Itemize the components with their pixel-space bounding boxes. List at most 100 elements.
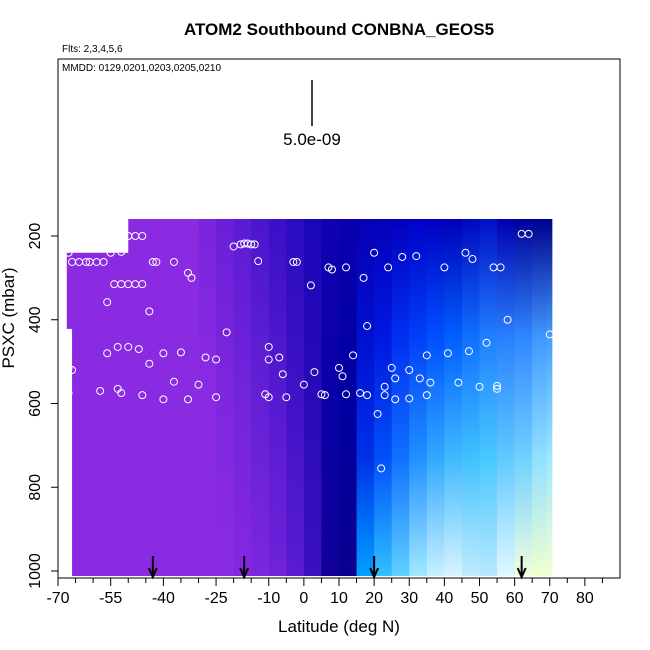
data-point <box>229 242 238 251</box>
heatmap-cell <box>514 219 533 576</box>
data-point <box>187 273 196 282</box>
data-point <box>370 248 379 257</box>
heatmap-cell <box>128 219 199 576</box>
data-point <box>106 248 115 257</box>
data-point <box>145 359 154 368</box>
heatmap-cell <box>497 219 516 576</box>
y-tick-label: 800 <box>27 474 44 501</box>
data-point <box>159 349 168 358</box>
data-point <box>194 380 203 389</box>
x-tick-label: 60 <box>506 590 524 607</box>
data-point <box>338 372 347 381</box>
x-tick-label: -55 <box>99 590 122 607</box>
data-point <box>415 374 424 383</box>
data-point <box>103 349 112 358</box>
x-tick-label: 80 <box>576 590 594 607</box>
data-point <box>320 391 329 400</box>
x-axis-title: Latitude (deg N) <box>278 617 400 636</box>
heatmap-cell <box>479 219 498 576</box>
data-point <box>363 322 372 331</box>
y-axis-title: PSXC (mbar) <box>0 267 18 368</box>
flight-arrow-head <box>147 567 158 580</box>
flights-subtitle: Flts: 2,3,4,5,6 <box>62 44 123 55</box>
x-tick-label: -70 <box>46 590 69 607</box>
heatmap-cell <box>66 252 73 329</box>
data-point <box>545 330 554 339</box>
data-point <box>327 265 336 274</box>
data-point <box>212 355 221 364</box>
data-point <box>359 273 368 282</box>
data-point <box>138 232 147 240</box>
x-tick-label: 0 <box>299 590 308 607</box>
data-point <box>247 240 256 249</box>
data-point <box>159 395 168 404</box>
data-point <box>82 257 91 266</box>
chart-title: ATOM2 Southbound CONBNA_GEOS5 <box>184 20 494 39</box>
data-point <box>222 328 231 337</box>
x-tick-label: 70 <box>541 590 559 607</box>
data-point <box>335 363 343 372</box>
data-point <box>152 257 161 266</box>
data-point <box>461 248 470 257</box>
heatmap-cell <box>233 219 252 576</box>
data-point <box>391 395 400 404</box>
data-point <box>138 280 147 289</box>
data-point <box>117 389 126 398</box>
data-point <box>356 389 365 398</box>
data-point <box>377 464 386 473</box>
arrows-layer <box>147 556 527 580</box>
data-point <box>148 257 157 266</box>
heatmap-layer <box>66 219 553 576</box>
data-point <box>306 281 315 290</box>
flight-arrow-head <box>239 567 250 580</box>
data-point <box>254 257 263 266</box>
x-tick-label: 30 <box>400 590 418 607</box>
heatmap-cell <box>198 219 217 576</box>
data-point <box>292 257 301 266</box>
heatmap-cell <box>251 219 270 576</box>
data-point <box>264 355 273 364</box>
data-point <box>275 353 284 362</box>
data-point <box>426 378 435 387</box>
data-point <box>503 315 512 324</box>
data-point <box>64 248 73 257</box>
data-point <box>64 389 73 398</box>
x-tick-label: 10 <box>330 590 348 607</box>
data-point <box>412 252 421 261</box>
data-point <box>134 345 143 354</box>
heatmap-cell <box>444 219 463 576</box>
data-point <box>496 263 505 272</box>
data-point <box>342 390 351 399</box>
data-point <box>317 390 326 399</box>
y-tick-label: 400 <box>27 306 44 333</box>
data-point <box>96 386 105 395</box>
data-point <box>405 366 414 374</box>
data-point <box>212 393 221 402</box>
data-point <box>124 342 133 351</box>
heatmap-cell <box>356 219 375 576</box>
points-layer <box>64 229 554 473</box>
heatmap-cell <box>321 219 340 576</box>
x-tick-label: 50 <box>471 590 489 607</box>
y-tick-label: 200 <box>27 223 44 250</box>
heatmap-cell <box>268 219 287 576</box>
x-tick-label: 40 <box>435 590 453 607</box>
data-point <box>398 252 407 261</box>
x-tick-label: 20 <box>365 590 383 607</box>
data-point <box>443 349 452 358</box>
data-point <box>264 342 273 351</box>
heatmap-cell <box>391 219 410 576</box>
heatmap-cell <box>461 219 480 576</box>
flight-arrow-head <box>516 567 527 580</box>
data-point <box>278 370 287 379</box>
data-point <box>454 378 463 387</box>
y-tick-label: 1000 <box>27 553 44 589</box>
data-point <box>493 384 502 393</box>
data-point <box>99 257 108 266</box>
heatmap-cell <box>374 219 393 576</box>
data-point <box>380 382 389 391</box>
data-point <box>250 240 259 249</box>
data-point <box>145 307 154 316</box>
data-point <box>310 368 319 377</box>
